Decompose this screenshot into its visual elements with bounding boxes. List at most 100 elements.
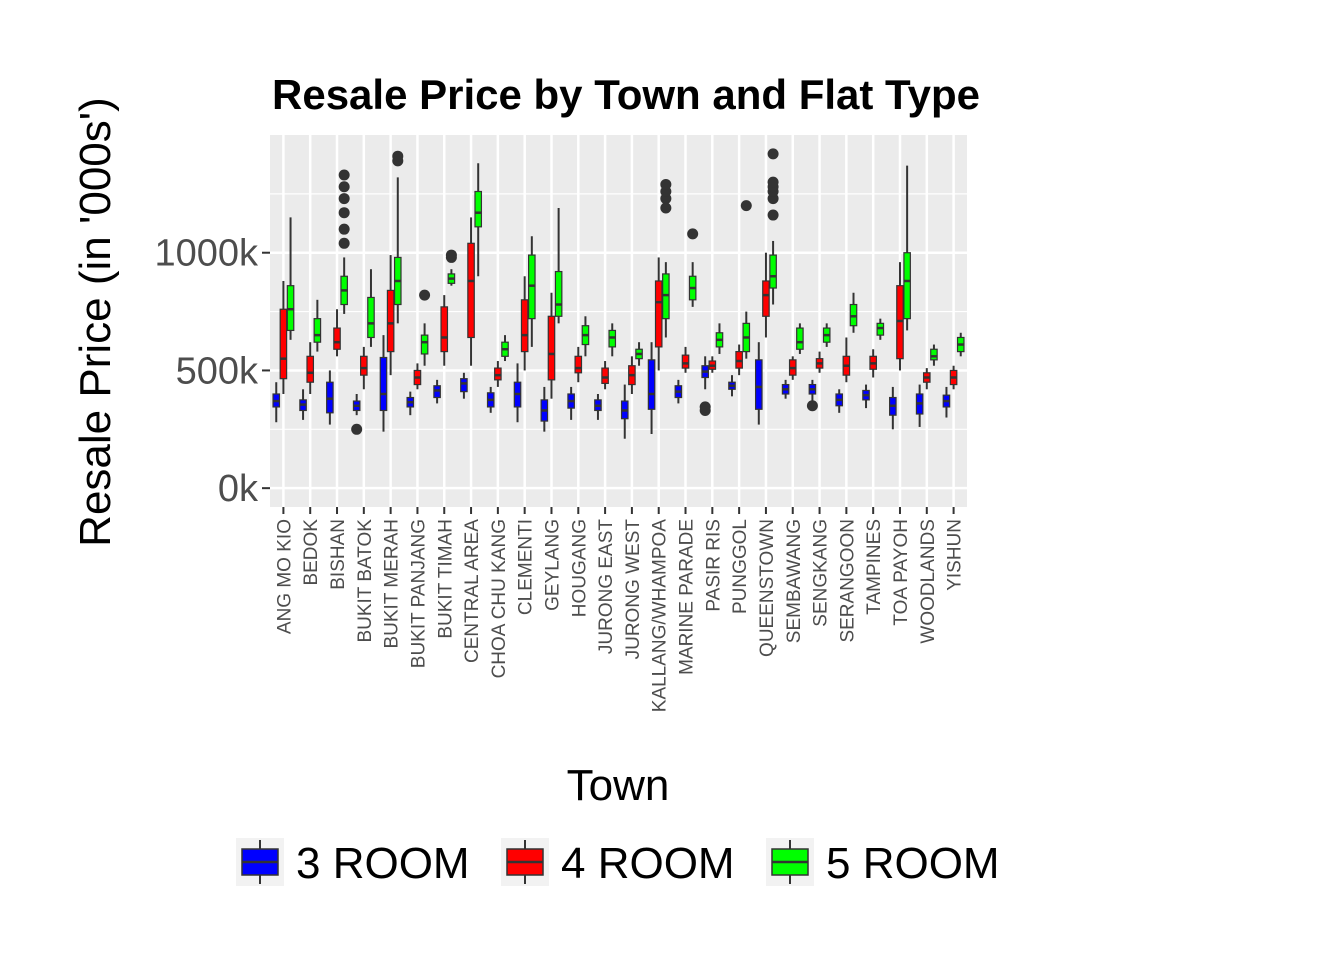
- y-axis-title: Resale Price (in '000s'): [71, 97, 120, 547]
- box-3-room: [699, 356, 711, 416]
- box-4-room: [681, 346, 690, 373]
- x-axis: ANG MO KIO BEDOK BISHAN BUKIT BATOK BUKIT ME…: [274, 507, 966, 712]
- box-4-room: [762, 252, 770, 338]
- box-5-room: [286, 217, 295, 340]
- box-5-room: [903, 165, 911, 331]
- outlier-point: [445, 249, 457, 261]
- box-5-room: [367, 269, 375, 347]
- box-5-room: [660, 178, 672, 338]
- box-3-room: [647, 342, 656, 435]
- legend-item-4-room: 4 ROOM: [501, 838, 735, 888]
- box-body: [796, 327, 804, 350]
- x-tick-label: QUEENSTOWN: [757, 519, 778, 657]
- box-5-room: [313, 299, 322, 352]
- box-4-room: [520, 276, 529, 371]
- box-4-room: [306, 342, 315, 394]
- x-tick-label: SERANGOON: [837, 519, 858, 643]
- box-body: [367, 296, 375, 339]
- outlier-point: [392, 150, 404, 162]
- box-4-room: [574, 346, 583, 383]
- box-4-room: [735, 344, 743, 376]
- box-5-room: [338, 169, 350, 314]
- box-3-room: [379, 335, 388, 432]
- box-4-room: [896, 262, 904, 371]
- x-tick-label: MARINE PARADE: [677, 519, 698, 675]
- box-body: [654, 280, 663, 348]
- box-3-room: [728, 375, 736, 397]
- box-5-room: [528, 236, 536, 347]
- x-tick-label: SENGKANG: [811, 519, 832, 627]
- box-body: [333, 327, 341, 350]
- outlier-point: [338, 207, 350, 219]
- box-3-room: [594, 393, 602, 420]
- outlier-point: [351, 423, 363, 435]
- y-tick-label: 1000k: [154, 233, 259, 275]
- box-3-room: [460, 372, 468, 399]
- box-body: [681, 354, 690, 369]
- box-body: [379, 356, 388, 412]
- legend-label: 5 ROOM: [826, 839, 1000, 888]
- box-3-room: [567, 386, 575, 420]
- box-4-room: [949, 365, 958, 390]
- x-tick-label: BUKIT BATOK: [355, 519, 376, 643]
- box-body: [647, 359, 656, 410]
- box-5-room: [392, 150, 404, 324]
- box-4-room: [413, 363, 422, 390]
- box-4-room: [601, 361, 609, 390]
- boxes: [272, 148, 965, 439]
- x-tick-label: TOA PAYOH: [891, 519, 912, 626]
- x-tick-label: BEDOK: [301, 519, 322, 586]
- box-5-room: [822, 323, 831, 347]
- legend-label: 3 ROOM: [296, 839, 470, 888]
- box-3-room: [781, 379, 790, 399]
- box-3-room: [351, 393, 363, 435]
- legend: 3 ROOM 4 ROOM 5 ROOM: [236, 838, 1000, 888]
- box-3-room: [754, 342, 763, 425]
- box-5-room: [419, 289, 431, 366]
- box-body: [420, 334, 429, 355]
- outlier-point: [338, 169, 350, 181]
- box-5-room: [930, 344, 938, 366]
- box-3-room: [942, 386, 951, 418]
- box-5-room: [796, 323, 804, 354]
- y-tick-label: 0k: [218, 468, 259, 510]
- box-body: [930, 348, 938, 361]
- x-tick-label: BUKIT TIMAH: [435, 519, 456, 639]
- outlier-point: [740, 200, 752, 212]
- box-5-room: [554, 207, 563, 324]
- box-3-room: [540, 386, 549, 432]
- box-5-room: [501, 335, 509, 362]
- outlier-point: [660, 202, 672, 214]
- box-5-room: [956, 332, 965, 357]
- box-5-room: [740, 200, 752, 359]
- box-5-room: [445, 249, 457, 286]
- x-axis-title: Town: [567, 761, 670, 810]
- box-body: [467, 242, 475, 339]
- box-5-room: [608, 323, 617, 357]
- box-4-room: [547, 292, 556, 399]
- x-tick-label: SEMBAWANG: [784, 519, 805, 643]
- box-3-room: [915, 384, 924, 427]
- box-body: [474, 190, 483, 228]
- box-4-room: [333, 309, 341, 357]
- outlier-point: [767, 209, 779, 221]
- box-3-room: [433, 379, 441, 404]
- box-4-room: [467, 217, 475, 366]
- box-body: [903, 252, 911, 320]
- x-tick-label: TAMPINES: [864, 519, 885, 615]
- outlier-point: [660, 178, 672, 190]
- x-tick-label: HOUGANG: [569, 519, 590, 617]
- box-body: [460, 378, 468, 393]
- x-tick-label: BISHAN: [328, 519, 349, 590]
- x-tick-label: CHOA CHU KANG: [489, 519, 510, 678]
- x-tick-label: BUKIT PANJANG: [408, 519, 429, 668]
- box-4-room: [922, 368, 931, 390]
- box-body: [386, 289, 395, 353]
- box-body: [762, 280, 770, 317]
- box-4-room: [708, 356, 717, 373]
- x-tick-label: PASIR RIS: [703, 519, 724, 612]
- box-body: [769, 254, 777, 289]
- box-4-room: [279, 280, 288, 394]
- box-3-room: [862, 384, 870, 409]
